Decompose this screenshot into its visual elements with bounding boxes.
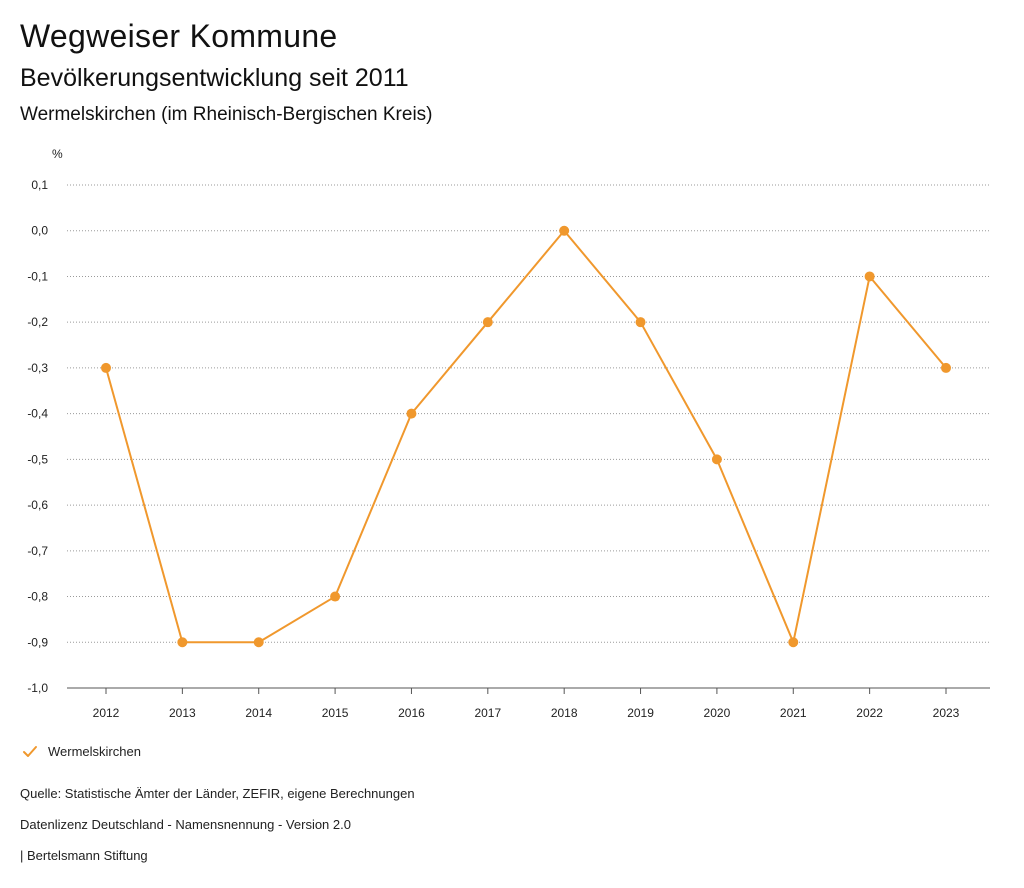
- line-chart: % 0,1 0,0 -0,1 -0,2 -0,3 -0,4 -0,5 -0,6 -0,7 -0,8…: [27, 147, 990, 720]
- y-tick-label: -0,1: [27, 269, 48, 283]
- y-tick-label: -0,8: [27, 590, 48, 604]
- x-tick-label: 2012: [93, 706, 120, 720]
- y-tick-label: -0,5: [27, 452, 48, 466]
- x-tick-label: 2022: [856, 706, 883, 720]
- x-tick-label: 2018: [551, 706, 578, 720]
- series-line: [105, 229, 947, 644]
- x-tick-label: 2016: [398, 706, 425, 720]
- y-tick-label: -0,4: [27, 407, 48, 421]
- y-axis-unit: %: [52, 147, 63, 161]
- y-tick-label: -0,2: [27, 315, 48, 329]
- y-tick-label: -0,9: [27, 635, 48, 649]
- x-tick-label: 2019: [627, 706, 654, 720]
- data-point[interactable]: [864, 271, 875, 282]
- data-point[interactable]: [253, 637, 264, 648]
- x-tick-label: 2014: [245, 706, 272, 720]
- x-tick-label: 2017: [474, 706, 501, 720]
- series-layer: [101, 225, 951, 648]
- legend-item-wermelskirchen[interactable]: Wermelskirchen: [22, 744, 141, 759]
- data-point[interactable]: [177, 637, 188, 648]
- data-point[interactable]: [406, 408, 417, 419]
- x-tick-label: 2021: [780, 706, 807, 720]
- data-point[interactable]: [101, 362, 111, 373]
- x-tick-label: 2020: [704, 706, 731, 720]
- y-axis-ticks: 0,1 0,0 -0,1 -0,2 -0,3 -0,4 -0,5 -0,6 -0,7 -0,8 -0…: [27, 178, 48, 695]
- license-note: Datenlizenz Deutschland - Namensnennung …: [20, 817, 351, 832]
- chart-subtitle: Bevölkerungsentwicklung seit 2011: [20, 64, 409, 92]
- legend-label: Wermelskirchen: [48, 744, 141, 759]
- region-label: Wermelskirchen (im Rheinisch-Bergischen …: [20, 104, 433, 125]
- page-title: Wegweiser Kommune: [20, 18, 338, 54]
- x-tick-label: 2015: [322, 706, 349, 720]
- y-tick-label: 0,0: [31, 224, 48, 238]
- source-note: Quelle: Statistische Ämter der Länder, Z…: [20, 786, 415, 801]
- x-tick-label: 2023: [933, 706, 960, 720]
- y-tick-label: -1,0: [27, 681, 48, 695]
- x-tick-label: 2013: [169, 706, 196, 720]
- data-point[interactable]: [482, 317, 493, 328]
- y-tick-label: -0,3: [27, 361, 48, 375]
- x-axis-ticks: 2012 2013 2014 2015 2016 2017 2018 2019 2020 2021…: [93, 688, 960, 720]
- data-point[interactable]: [788, 637, 799, 648]
- y-tick-label: -0,6: [27, 498, 48, 512]
- y-tick-label: -0,7: [27, 544, 48, 558]
- data-point[interactable]: [559, 225, 570, 236]
- y-tick-label: 0,1: [31, 178, 48, 192]
- data-point[interactable]: [941, 362, 951, 373]
- grid-lines: [67, 184, 990, 689]
- data-point[interactable]: [711, 454, 722, 465]
- publisher-note: | Bertelsmann Stiftung: [20, 848, 148, 863]
- data-point[interactable]: [330, 591, 341, 602]
- data-point[interactable]: [635, 317, 646, 328]
- check-icon: [23, 745, 37, 757]
